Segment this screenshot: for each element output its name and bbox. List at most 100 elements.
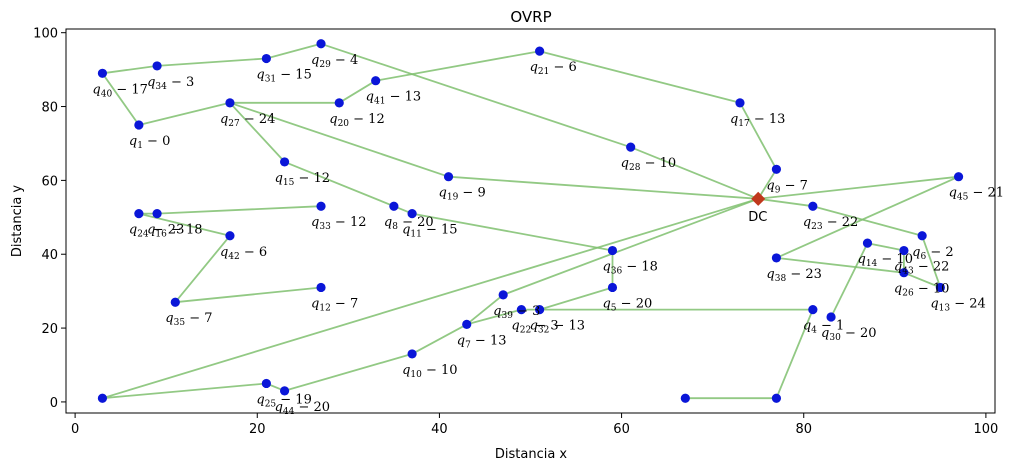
plot-frame: [65, 28, 996, 414]
customer-point: [462, 319, 472, 329]
point-label: q1 − 0: [129, 134, 171, 151]
customer-point: [862, 238, 873, 248]
y-tick-label: 20: [41, 322, 58, 337]
point-label: q27 − 24: [220, 112, 275, 129]
point-label: q35 − 7: [165, 311, 212, 328]
point-label: q15 − 12: [275, 171, 330, 188]
chart-title: OVRP: [510, 8, 551, 26]
route-line-8: [137, 205, 322, 304]
route-line-5: [758, 175, 960, 274]
customer-points: [97, 39, 964, 403]
point-label: q36 − 18: [602, 260, 657, 277]
customer-point: [535, 46, 545, 56]
axes: 0 20 40 60 80 100 0 20 40 60 80 100: [33, 27, 998, 437]
point-label: q9 − 7: [766, 178, 808, 195]
point-label: q39 − 3: [493, 304, 540, 321]
customer-point: [97, 393, 108, 403]
point-label: q23 − 22: [803, 215, 858, 232]
customer-point: [808, 305, 818, 315]
x-tick-label: 60: [613, 422, 630, 437]
customer-point: [935, 282, 945, 293]
point-label: q25 − 19: [256, 392, 311, 409]
point-label: q40 − 17: [92, 82, 147, 99]
point-label: q7 − 13: [457, 333, 507, 350]
customer-point: [152, 209, 162, 219]
customer-point: [407, 209, 417, 219]
route-line-2: [101, 42, 759, 200]
point-label: q11 − 15: [402, 223, 457, 240]
point-label: q43 − 22: [894, 260, 949, 277]
point-label: q4 − 1: [803, 319, 845, 336]
point-label: q17 − 13: [730, 112, 785, 129]
y-tick-label: 80: [41, 101, 58, 116]
customer-point: [170, 297, 180, 307]
customer-point: [917, 231, 927, 241]
point-label: q42 − 6: [220, 245, 267, 262]
customer-point: [316, 282, 326, 293]
customer-point: [626, 142, 636, 152]
x-tick-label: 100: [973, 422, 998, 437]
customer-point: [134, 209, 144, 219]
customer-point: [771, 253, 782, 263]
x-axis-label: Distancia x: [495, 447, 568, 462]
point-label: q44 − 20: [275, 400, 330, 417]
customer-point: [953, 172, 964, 182]
point-label: q24 − 23: [129, 223, 184, 240]
point-label: q6 − 2: [912, 245, 954, 262]
point-label: q8 − 20: [384, 215, 434, 232]
point-label: q5 − 20: [602, 296, 652, 313]
point-label: q16 − 18: [147, 223, 202, 240]
point-label: q14 − 10: [857, 252, 912, 269]
customer-point: [407, 349, 417, 359]
depot-marker: [751, 191, 766, 206]
customer-point: [316, 201, 326, 211]
customer-point: [826, 312, 836, 322]
customer-point: [225, 98, 235, 108]
route-line-7: [101, 197, 759, 400]
point-label: q30 − 20: [821, 326, 876, 343]
customer-point: [735, 98, 745, 108]
point-label: q45 − 21: [949, 186, 1004, 203]
point-label: q41 − 13: [366, 90, 421, 107]
customer-point: [334, 98, 344, 108]
point-label: q29 − 4: [311, 53, 358, 70]
customer-point: [316, 39, 326, 49]
customer-point: [261, 378, 271, 389]
x-tick-label: 80: [795, 422, 812, 437]
customer-point: [899, 268, 909, 278]
point-label: q22 − 3: [511, 319, 558, 336]
point-label: q10 − 10: [402, 363, 457, 380]
customer-point: [152, 61, 162, 71]
point-label: q38 − 23: [766, 267, 821, 284]
point-label: q28 − 10: [621, 156, 676, 173]
point-label: q19 − 9: [439, 186, 486, 203]
customer-point: [279, 157, 290, 167]
x-tick-label: 20: [249, 422, 266, 437]
customer-point: [607, 245, 618, 256]
point-label: q21 − 6: [530, 60, 577, 77]
customer-point: [516, 305, 526, 315]
point-label: q33 − 12: [311, 215, 366, 232]
customer-point: [261, 53, 271, 64]
y-tick-label: 0: [50, 396, 58, 411]
customer-point: [389, 201, 399, 211]
customer-point: [535, 305, 545, 315]
customer-point: [97, 68, 108, 78]
point-label: q12 − 7: [311, 296, 358, 313]
customer-point: [498, 290, 508, 300]
point-label: q20 − 12: [329, 112, 384, 129]
y-tick-label: 40: [41, 248, 58, 263]
customer-point: [808, 201, 818, 211]
route-line-4: [758, 197, 942, 318]
y-tick-label: 100: [33, 27, 58, 42]
point-label: q34 − 3: [147, 75, 194, 92]
customer-point: [771, 393, 782, 403]
y-tick-label: 60: [41, 174, 58, 189]
customer-point: [680, 393, 690, 403]
route-line-1: [228, 50, 814, 400]
customer-point: [771, 164, 782, 174]
depot-label: DC: [748, 210, 767, 225]
y-axis-label: Distancia y: [10, 185, 25, 258]
point-label: q31 − 15: [256, 68, 311, 85]
